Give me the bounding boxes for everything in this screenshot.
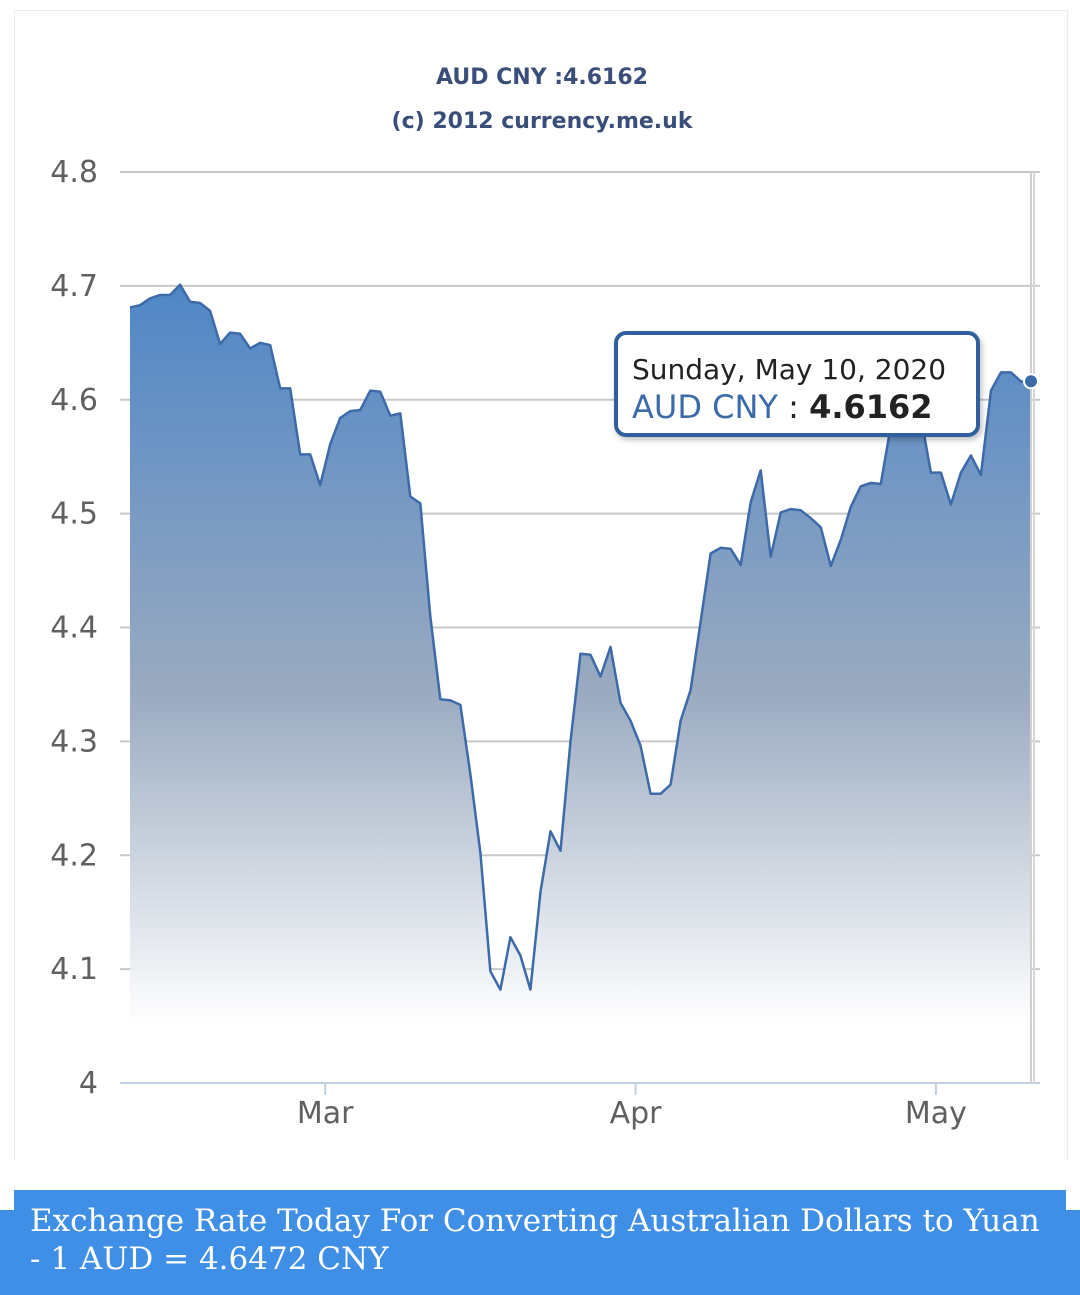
- tooltip-value-line: AUD CNY : 4.6162: [632, 387, 976, 427]
- series-line: [129, 283, 1032, 991]
- chart-subtitle: (c) 2012 currency.me.uk: [392, 109, 694, 134]
- tooltip-value: 4.6162: [809, 388, 933, 426]
- y-tick-label: 4: [79, 1066, 98, 1101]
- x-tick-label: May: [905, 1096, 967, 1131]
- x-tick-label: Mar: [297, 1096, 354, 1131]
- x-axis: Mar Apr May: [297, 1083, 967, 1131]
- exchange-rate-chart: AUD CNY :4.6162 (c) 2012 currency.me.uk …: [50, 65, 1040, 1131]
- y-tick-label: 4.4: [50, 611, 98, 646]
- y-tick-label: 4.7: [50, 269, 98, 304]
- y-tick-label: 4.5: [50, 497, 98, 532]
- x-tick-label: Apr: [610, 1096, 663, 1131]
- tooltip-series-name: AUD CNY: [632, 388, 778, 426]
- y-axis: 4 4.1 4.2 4.3 4.4 4.5 4.6 4.7 4.8: [50, 155, 98, 1101]
- exchange-rate-banner[interactable]: Exchange Rate Today For Converting Austr…: [0, 1203, 1080, 1295]
- y-tick-label: 4.2: [50, 838, 98, 873]
- y-tick-label: 4.3: [50, 724, 98, 759]
- tooltip: Sunday, May 10, 2020 AUD CNY : 4.6162: [614, 331, 980, 437]
- y-tick-label: 4.6: [50, 383, 98, 418]
- chart-title: AUD CNY :4.6162: [436, 65, 648, 90]
- tooltip-date: Sunday, May 10, 2020: [632, 353, 947, 386]
- y-tick-label: 4.1: [50, 952, 98, 987]
- data-point-hovered[interactable]: [1023, 373, 1039, 390]
- tooltip-separator: :: [788, 388, 799, 426]
- y-tick-label: 4.8: [50, 155, 98, 190]
- banner-text: Exchange Rate Today For Converting Austr…: [30, 1203, 1040, 1277]
